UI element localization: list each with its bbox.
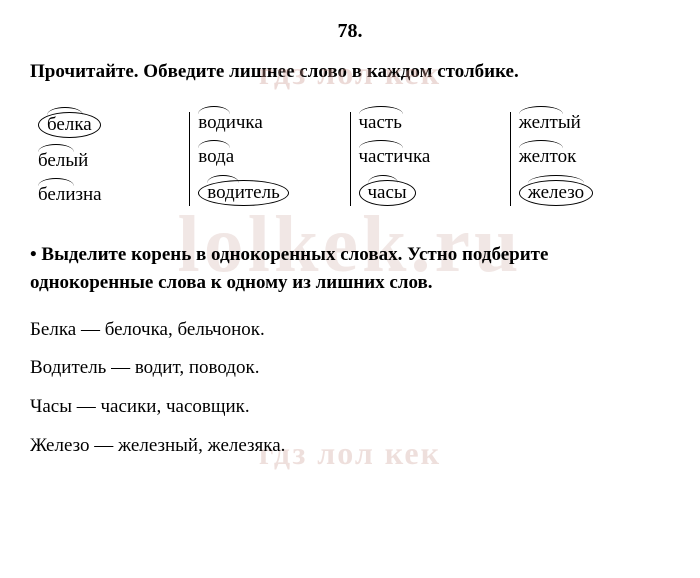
- root-arc: [519, 106, 563, 114]
- word-0-2: белизна: [38, 184, 102, 206]
- word-2-2: часы: [359, 180, 416, 206]
- root-arc: [359, 106, 403, 114]
- word-0-1: белый: [38, 150, 88, 172]
- exercise-number: 78.: [30, 20, 670, 43]
- root-arc: [198, 106, 230, 114]
- root-arc: [207, 175, 239, 183]
- answer-line-1: Водитель — водит, поводок.: [30, 356, 670, 381]
- watermark-top: гдз лол кек: [259, 55, 441, 92]
- root-arc: [359, 140, 403, 148]
- word-columns: белка белый белизна водичка вода водитель част…: [30, 112, 670, 206]
- column-3: желтый желток железо: [510, 112, 670, 206]
- root-arc: [47, 107, 83, 115]
- word-3-0: желтый: [519, 112, 581, 134]
- word-1-2: водитель: [198, 180, 289, 206]
- root-arc: [38, 144, 74, 152]
- root-arc: [368, 175, 398, 183]
- answer-line-0: Белка — белочка, бельчонок.: [30, 318, 670, 343]
- answers-section: Белка — белочка, бельчонок. Водитель — во…: [30, 318, 670, 459]
- root-arc: [528, 175, 584, 183]
- answer-line-2: Часы — часики, часовщик.: [30, 395, 670, 420]
- word-2-0: часть: [359, 112, 402, 134]
- instruction-2: • Выделите корень в однокоренных словах.…: [30, 241, 670, 298]
- word-3-1: желток: [519, 146, 577, 168]
- word-1-0: водичка: [198, 112, 263, 134]
- root-arc: [198, 140, 230, 148]
- word-3-2: железо: [519, 180, 593, 206]
- column-2: часть частичка часы: [350, 112, 510, 206]
- root-arc: [519, 140, 563, 148]
- word-0-0: белка: [38, 112, 101, 138]
- column-1: водичка вода водитель: [189, 112, 349, 206]
- answer-line-3: Железо — железный, железяка.: [30, 434, 670, 459]
- word-1-1: вода: [198, 146, 234, 168]
- word-2-1: частичка: [359, 146, 431, 168]
- root-arc: [38, 178, 74, 186]
- column-0: белка белый белизна: [30, 112, 189, 206]
